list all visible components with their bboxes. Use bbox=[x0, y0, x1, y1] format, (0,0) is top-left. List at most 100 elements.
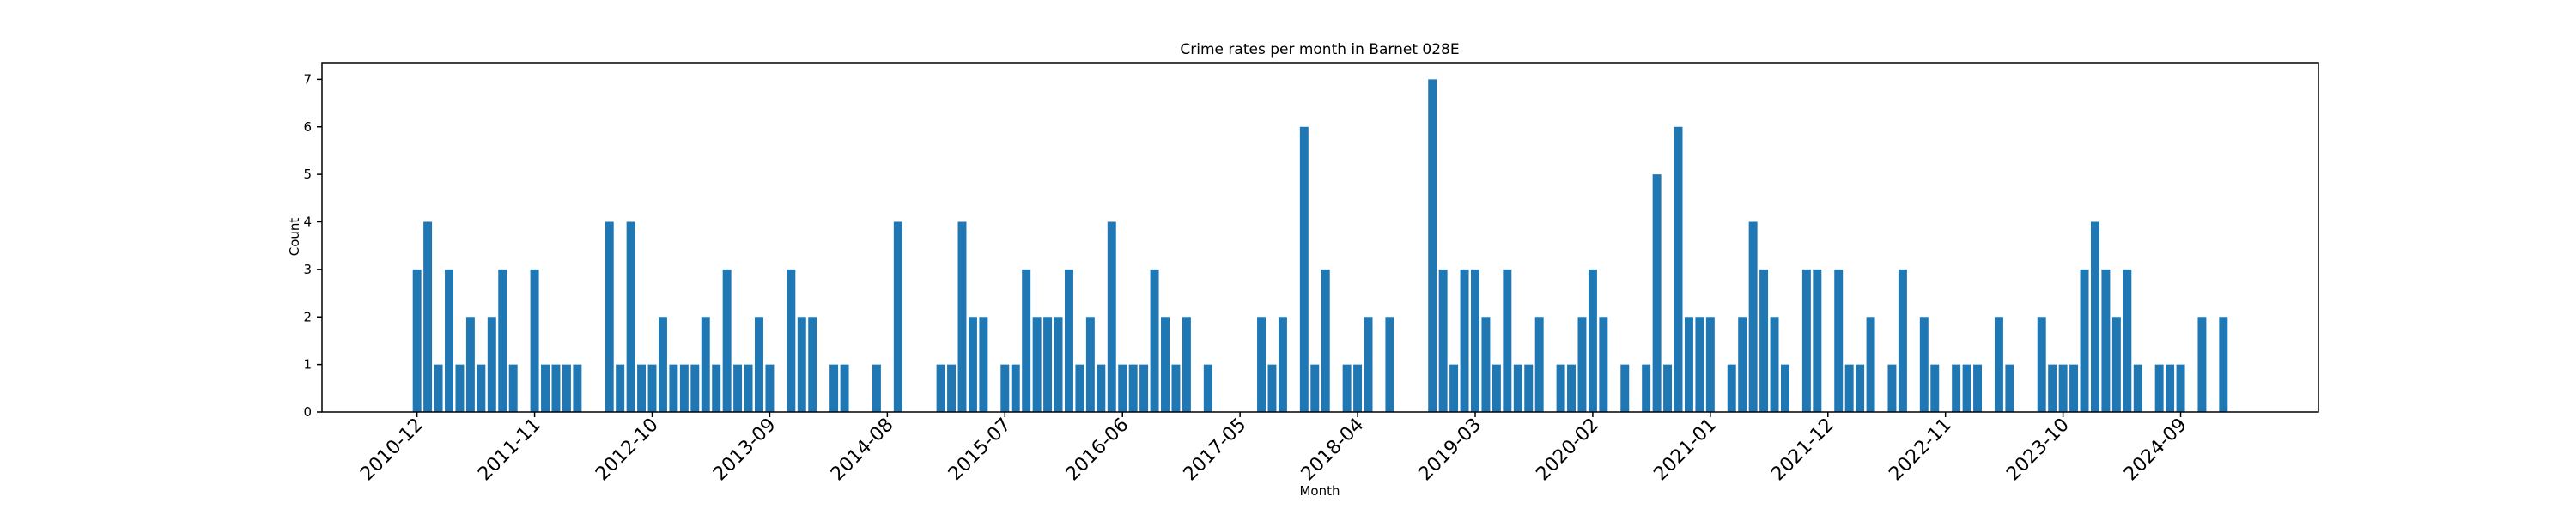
bar bbox=[669, 364, 678, 412]
x-tick-label: 2017-05 bbox=[1180, 415, 1251, 486]
bar bbox=[2080, 269, 2089, 412]
bar bbox=[1727, 364, 1736, 412]
x-tick-label: 2010-12 bbox=[356, 415, 428, 486]
bar bbox=[733, 364, 743, 412]
bar bbox=[1064, 269, 1073, 412]
bar bbox=[1097, 364, 1106, 412]
bar bbox=[1962, 364, 1971, 412]
bar bbox=[1022, 269, 1031, 412]
bar bbox=[1534, 317, 1544, 412]
bar bbox=[1759, 269, 1769, 412]
bar bbox=[1801, 269, 1811, 412]
bar bbox=[541, 364, 550, 412]
bar bbox=[1278, 317, 1287, 412]
bar bbox=[1364, 317, 1373, 412]
bar bbox=[1492, 364, 1501, 412]
bar bbox=[551, 364, 561, 412]
x-tick-label: 2014-08 bbox=[827, 415, 898, 486]
bar bbox=[1813, 269, 1822, 412]
bar bbox=[2037, 317, 2046, 412]
bar bbox=[1695, 317, 1704, 412]
bar bbox=[658, 317, 667, 412]
x-tick-label: 2019-03 bbox=[1415, 415, 1486, 486]
bar bbox=[2058, 364, 2068, 412]
x-tick-label: 2023-10 bbox=[2002, 415, 2074, 486]
bar bbox=[1748, 221, 1758, 412]
bar bbox=[2154, 364, 2164, 412]
bar bbox=[1011, 364, 1020, 412]
x-axis-label: Month bbox=[1299, 483, 1340, 499]
bar bbox=[1952, 364, 1961, 412]
bar bbox=[957, 221, 967, 412]
chart-title: Crime rates per month in Barnet 028E bbox=[1180, 41, 1459, 58]
bar bbox=[829, 364, 839, 412]
bar bbox=[1342, 364, 1352, 412]
bar bbox=[1385, 317, 1394, 412]
bar bbox=[1663, 364, 1673, 412]
bar bbox=[1267, 364, 1277, 412]
bar bbox=[1481, 317, 1491, 412]
bar bbox=[1128, 364, 1138, 412]
bar bbox=[2176, 364, 2185, 412]
bar bbox=[1973, 364, 1983, 412]
bar bbox=[1652, 174, 1662, 412]
bar bbox=[605, 221, 614, 412]
bar bbox=[562, 364, 571, 412]
bar bbox=[1642, 364, 1651, 412]
bar bbox=[487, 317, 496, 412]
bar bbox=[477, 364, 486, 412]
bar bbox=[1107, 221, 1116, 412]
y-tick-label: 4 bbox=[303, 215, 312, 230]
bar bbox=[1257, 317, 1267, 412]
bar bbox=[1781, 364, 1789, 412]
bar bbox=[1599, 317, 1608, 412]
bar bbox=[1171, 364, 1181, 412]
bar bbox=[530, 269, 539, 412]
bar bbox=[2090, 221, 2099, 412]
y-tick-label: 2 bbox=[303, 309, 312, 324]
bar bbox=[1000, 364, 1010, 412]
y-tick-label: 1 bbox=[303, 357, 312, 373]
bar bbox=[1524, 364, 1534, 412]
bar bbox=[626, 221, 635, 412]
bar bbox=[840, 364, 849, 412]
bar bbox=[1919, 317, 1929, 412]
bar bbox=[755, 317, 763, 412]
bar bbox=[1449, 364, 1459, 412]
bar bbox=[1182, 317, 1191, 412]
bar bbox=[1577, 317, 1587, 412]
bar bbox=[1321, 269, 1330, 412]
bar bbox=[1684, 317, 1693, 412]
bar bbox=[679, 364, 689, 412]
bar bbox=[1428, 79, 1437, 412]
bar bbox=[947, 364, 957, 412]
bar bbox=[1887, 364, 1897, 412]
bar bbox=[637, 364, 647, 412]
x-tick-label: 2013-09 bbox=[709, 415, 781, 486]
bar bbox=[1513, 364, 1522, 412]
bar bbox=[1310, 364, 1320, 412]
bar bbox=[1866, 317, 1875, 412]
bar bbox=[2197, 317, 2207, 412]
bar bbox=[1994, 317, 2003, 412]
x-tick-label: 2021-12 bbox=[1767, 415, 1838, 486]
bar bbox=[2005, 364, 2014, 412]
bar bbox=[1567, 364, 1577, 412]
x-tick-label: 2012-10 bbox=[592, 415, 663, 486]
bar bbox=[744, 364, 753, 412]
bar bbox=[2069, 364, 2079, 412]
bar bbox=[1150, 269, 1159, 412]
y-tick-label: 3 bbox=[303, 262, 312, 277]
bar bbox=[936, 364, 945, 412]
bar bbox=[2048, 364, 2057, 412]
bar bbox=[1203, 364, 1212, 412]
bar bbox=[1438, 269, 1448, 412]
bar bbox=[1620, 364, 1630, 412]
bar bbox=[616, 364, 625, 412]
bar bbox=[690, 364, 700, 412]
bar bbox=[872, 364, 881, 412]
x-tick-label: 2022-11 bbox=[1885, 415, 1956, 486]
bar bbox=[797, 317, 806, 412]
x-tick-label: 2018-04 bbox=[1297, 415, 1369, 486]
